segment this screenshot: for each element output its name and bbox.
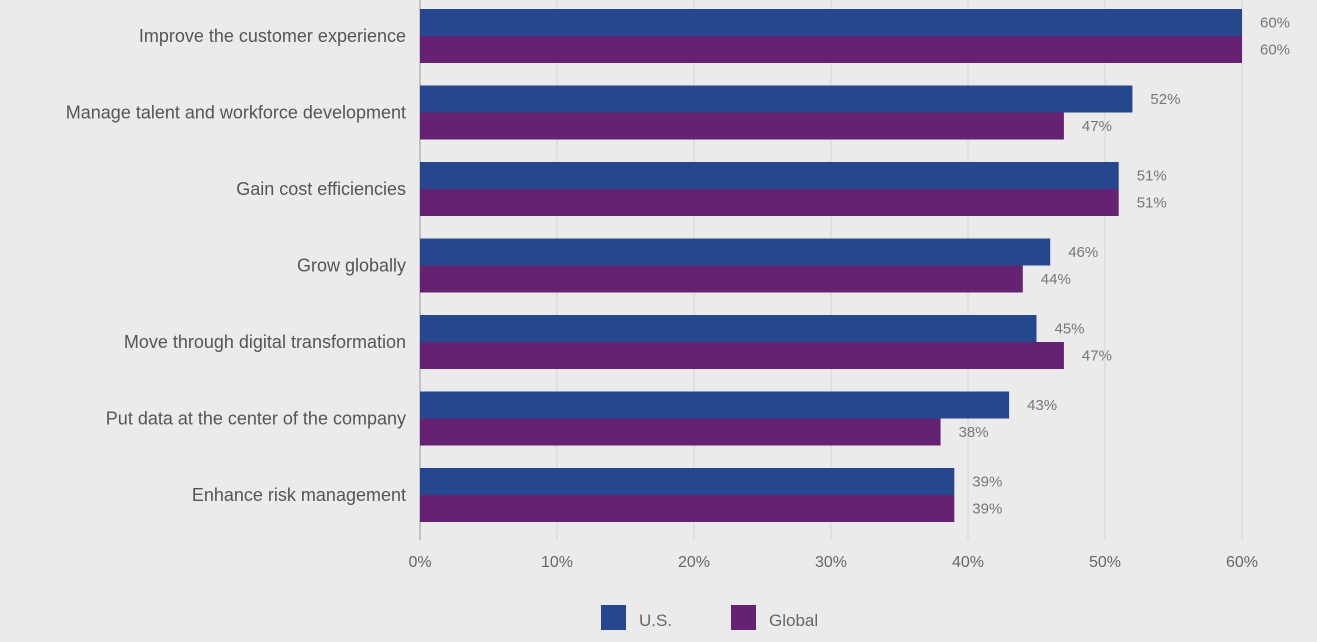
bar-global [420,112,1064,140]
bar-global [420,265,1023,293]
bar-us [420,162,1119,189]
legend: U.S. Global [601,605,818,630]
data-label: 52% [1150,91,1180,108]
data-label: 51% [1137,195,1167,212]
bar-us [420,9,1242,36]
data-label: 47% [1082,348,1112,365]
x-tick-label: 0% [408,554,431,571]
bar-us [420,315,1037,342]
legend-label: Global [769,611,818,630]
x-tick-label: 40% [952,554,984,571]
bars [420,9,1242,522]
bar-us [420,238,1051,266]
data-label: 60% [1260,15,1290,32]
bar-global [420,418,941,446]
data-label: 51% [1137,168,1167,185]
bar-us [420,85,1133,113]
data-label: 46% [1068,244,1098,261]
x-tick-label: 10% [541,554,573,571]
x-tick-label: 30% [815,554,847,571]
bar-us [420,468,955,495]
data-label: 47% [1082,118,1112,135]
x-tick-label: 60% [1226,554,1258,571]
category-labels: Improve the customer experience Manage ta… [66,26,406,505]
bar-global [420,36,1242,63]
x-tick-label: 50% [1089,554,1121,571]
category-label: Gain cost efficiencies [236,179,406,199]
legend-swatch [601,605,626,630]
data-label: 60% [1260,42,1290,59]
bar-global [420,189,1119,216]
category-label: Grow globally [297,256,406,276]
data-labels: 60% 60% 52% 47% 51% 51% 46% 44% 45% 47% 43% 38% 39% 3… [959,15,1290,518]
category-label: Manage talent and workforce development [66,103,406,123]
legend-swatch [731,605,756,630]
data-label: 38% [959,424,989,441]
data-label: 44% [1041,271,1071,288]
x-tick-label: 20% [678,554,710,571]
data-label: 39% [972,501,1002,518]
data-label: 43% [1027,397,1057,414]
category-label: Enhance risk management [192,485,406,505]
data-label: 39% [972,474,1002,491]
bar-global [420,495,955,522]
x-axis-ticks: 0% 10% 20% 30% 40% 50% 60% [408,554,1258,571]
category-label: Put data at the center of the company [106,409,406,429]
category-label: Move through digital transformation [124,332,406,352]
data-label: 45% [1055,321,1085,338]
legend-label: U.S. [639,611,672,630]
category-label: Improve the customer experience [139,26,406,46]
bar-global [420,342,1064,369]
bar-us [420,391,1010,419]
